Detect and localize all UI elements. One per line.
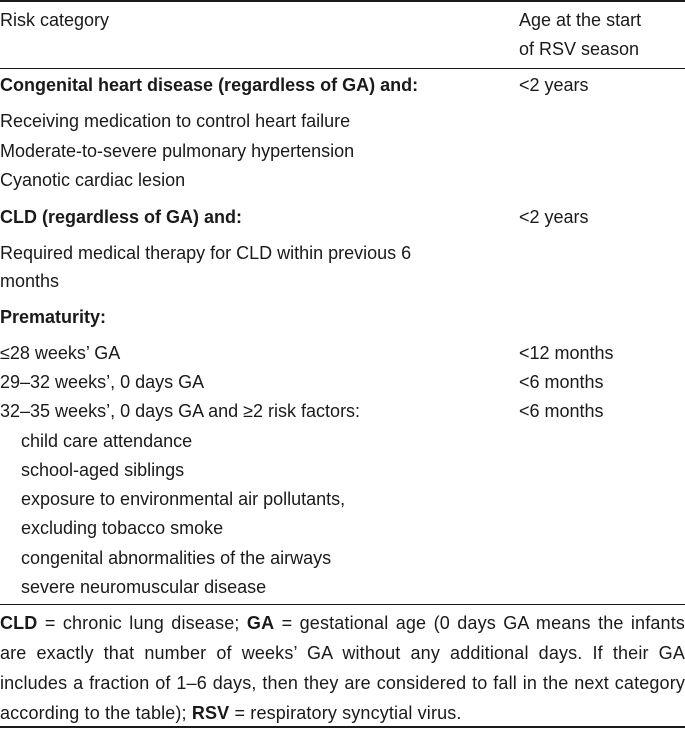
top-rule bbox=[0, 0, 685, 2]
footnote-abbr-rsv: RSV bbox=[191, 703, 230, 723]
header-age-part2: start bbox=[606, 10, 642, 30]
header-risk-category: Risk category bbox=[0, 10, 110, 30]
footnote-def-cld: = chronic lung disease; bbox=[37, 613, 247, 633]
chd-item: Moderate-to-severe pulmonary hypertensio… bbox=[0, 141, 355, 161]
risk-factor: severe neuromuscular disease bbox=[21, 577, 267, 597]
chd-title: Congenital heart disease (regardless of … bbox=[0, 75, 419, 95]
risk-factor: school-aged siblings bbox=[21, 460, 185, 480]
risk-factor: exposure to environmental air pollutants… bbox=[21, 489, 346, 509]
chd-item: Cyanotic cardiac lesion bbox=[0, 170, 186, 190]
prem-row-label: ≤28 weeks’ GA bbox=[0, 343, 121, 363]
prem-row-label: 29–32 weeks’, 0 days GA bbox=[0, 372, 205, 392]
risk-factor: congenital abnormalities of the airways bbox=[21, 548, 332, 568]
table-end-rule bbox=[0, 604, 685, 605]
chd-item: Receiving medication to control heart fa… bbox=[0, 111, 351, 131]
chd-age: <2 years bbox=[519, 75, 589, 95]
footnote-abbr-ga: GA bbox=[246, 613, 275, 633]
prem-row-age: <6 months bbox=[519, 372, 604, 392]
table-footnote: CLD = chronic lung disease; GA = gestati… bbox=[0, 608, 685, 728]
cld-age: <2 years bbox=[519, 207, 589, 227]
header-age-line2: of RSV season bbox=[519, 39, 640, 59]
prem-row-label: 32–35 weeks’, 0 days GA and ≥2 risk fact… bbox=[0, 401, 361, 421]
cld-title: CLD (regardless of GA) and: bbox=[0, 207, 243, 227]
prem-row-age: <12 months bbox=[519, 343, 614, 363]
footnote-def-ga: = gestational age (0 days GA means the i… bbox=[0, 613, 685, 723]
header-age-line1: Age at the start bbox=[519, 5, 641, 35]
header-rule bbox=[0, 68, 685, 69]
risk-factor: excluding tobacco smoke bbox=[21, 518, 224, 538]
cld-item: months bbox=[0, 271, 60, 291]
prem-row-age: <6 months bbox=[519, 401, 604, 421]
header-age-part1: Age at the bbox=[519, 10, 602, 30]
footnote-def-rsv: = respiratory syncytial virus. bbox=[229, 703, 462, 723]
footnote-abbr-cld: CLD bbox=[0, 613, 38, 633]
prem-title: Prematurity: bbox=[0, 307, 107, 327]
cld-item: Required medical therapy for CLD within … bbox=[0, 243, 412, 263]
risk-factor: child care attendance bbox=[21, 431, 193, 451]
bottom-rule bbox=[0, 726, 685, 728]
